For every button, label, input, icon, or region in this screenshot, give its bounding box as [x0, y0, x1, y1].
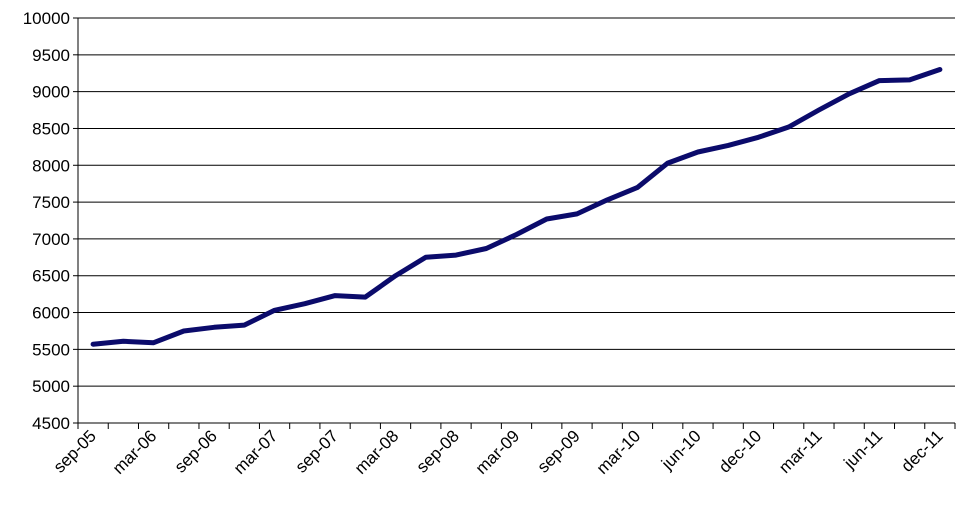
- x-tick-label: mar-11: [775, 426, 826, 477]
- y-tick-label: 7500: [32, 193, 70, 212]
- x-tick-label: mar-07: [230, 426, 282, 478]
- y-tick-label: 8500: [32, 119, 70, 138]
- x-tick-label: jun-10: [657, 426, 705, 474]
- x-tick-label: sep-08: [413, 426, 463, 476]
- x-tick-label: mar-09: [472, 426, 524, 478]
- x-tick-label: mar-08: [351, 426, 403, 478]
- y-tick-label: 6000: [32, 304, 70, 323]
- y-tick-label: 10000: [23, 9, 70, 28]
- line-series: [90, 67, 943, 347]
- x-tick-label: sep-07: [292, 426, 342, 476]
- x-tick-label: dec-11: [897, 426, 946, 475]
- x-tick-label: mar-06: [109, 426, 161, 478]
- y-tick-label: 4500: [32, 414, 70, 433]
- x-tick-label: dec-10: [715, 426, 765, 476]
- y-tick-label: 6500: [32, 267, 70, 286]
- y-tick-label: 8000: [32, 156, 70, 175]
- y-tick-label: 9500: [32, 46, 70, 65]
- x-tick-label: sep-09: [534, 426, 584, 476]
- x-tick-label: sep-05: [50, 426, 100, 476]
- y-tick-label: 5500: [32, 340, 70, 359]
- y-tick-label: 5000: [32, 377, 70, 396]
- y-tick-label: 9000: [32, 83, 70, 102]
- x-tick-label: sep-06: [171, 426, 221, 476]
- x-tick-label: jun-11: [840, 426, 887, 473]
- y-tick-label: 7000: [32, 230, 70, 249]
- x-tick-label: mar-10: [593, 426, 645, 478]
